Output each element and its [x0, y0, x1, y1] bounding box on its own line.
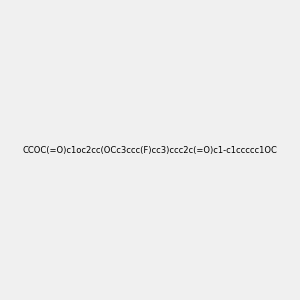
- Text: CCOC(=O)c1oc2cc(OCc3ccc(F)cc3)ccc2c(=O)c1-c1ccccc1OC: CCOC(=O)c1oc2cc(OCc3ccc(F)cc3)ccc2c(=O)c…: [22, 146, 278, 154]
